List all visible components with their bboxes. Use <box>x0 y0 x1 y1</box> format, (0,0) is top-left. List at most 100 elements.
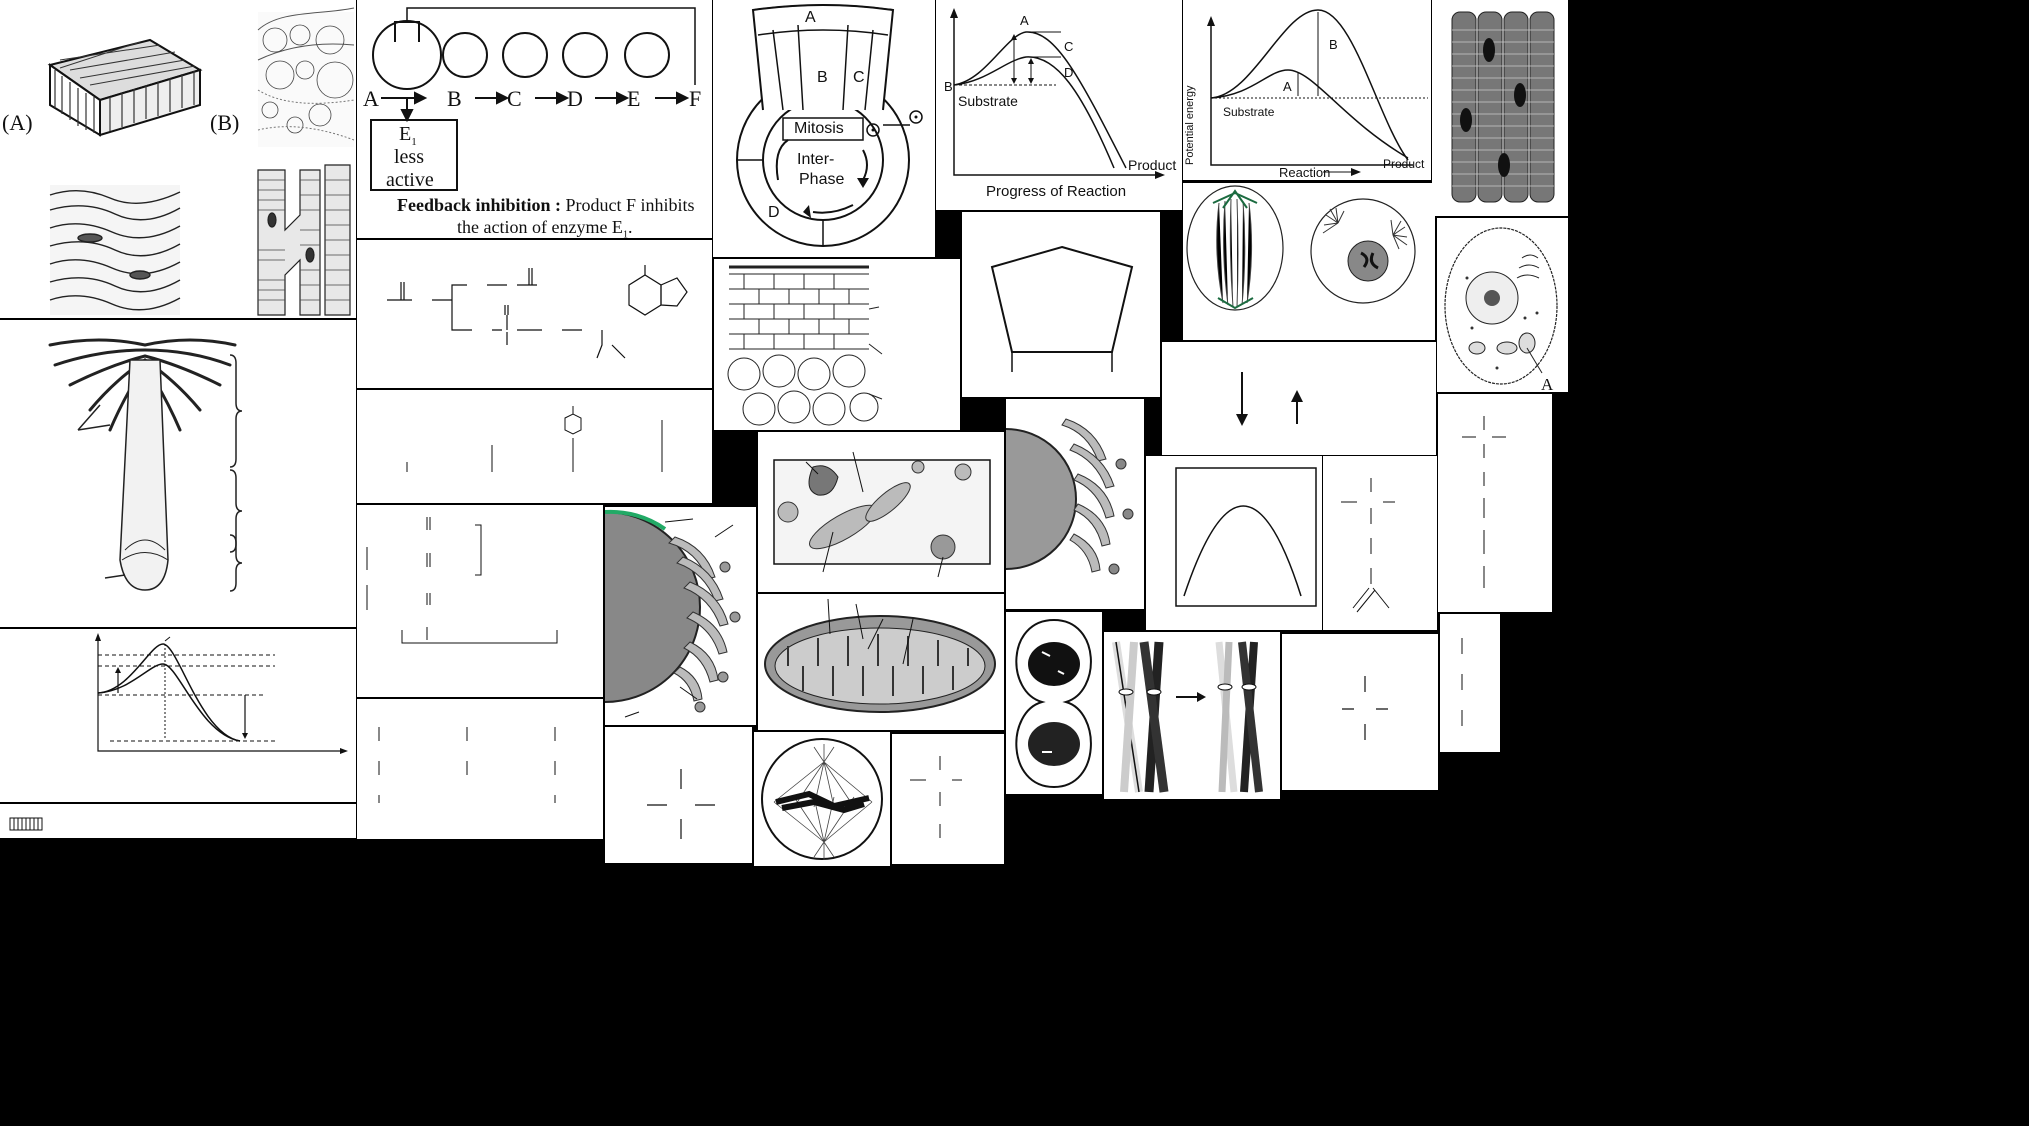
glutamate-bonds <box>1341 478 1395 613</box>
e2-b: B <box>1329 37 1338 52</box>
peptide-bonds <box>406 406 663 472</box>
hexokinase-arrows <box>1236 372 1303 426</box>
crossing-over-drawing <box>1112 641 1263 793</box>
ethanolamine-bonds <box>1461 638 1463 726</box>
energy-graph-2 <box>1207 9 1428 176</box>
e1-product: Product <box>1128 157 1177 173</box>
phospholipid-structure <box>387 265 688 359</box>
lecithin-panel: CH2 − O − C − R1 CH − O − C − R2 CH2 − O… <box>357 505 603 697</box>
mitochondrion-panel: D B A C <box>758 594 1004 730</box>
activation-graph <box>95 633 348 754</box>
serine-panel: NH2 H C COOH CH2 OH <box>892 734 1004 864</box>
cycle-b: B <box>817 69 828 86</box>
inter-label: Inter- <box>797 151 835 168</box>
lysine-panel: NH2 H C COOH CH2 CH2 CH2 CH2 NH2 <box>1438 394 1552 612</box>
feedback-diagram <box>370 7 696 191</box>
metaphase-panel <box>754 732 890 866</box>
animal-cell-panel: A <box>1437 218 1568 392</box>
tissue-a-label: (A) <box>2 110 33 135</box>
root-drawing <box>48 338 243 592</box>
root-regions-panel: Region ofCell Maturation Region ofCell E… <box>0 320 356 627</box>
fig-ab-panel: Fig. A Fig. B <box>1183 183 1435 340</box>
metaphase-drawing <box>761 738 883 860</box>
cardiac-muscle-drawing <box>1451 11 1555 203</box>
bark-drawing <box>727 265 883 426</box>
animal-cell-drawing <box>1444 227 1558 385</box>
activation-energy-panel: activation energy(Ea) of uncatalysedreac… <box>0 629 356 802</box>
e1-d: D <box>1064 65 1074 80</box>
node-d: D <box>567 86 583 111</box>
energy-graph-1-panel: A B C D Substrate Product Progress of Re… <box>936 0 1182 210</box>
bark-layers-panel: Phellem(cork) Phellogen(cork cambium) Ph… <box>714 259 960 430</box>
cycle-c: C <box>853 69 865 86</box>
glycine-bonds <box>647 769 715 839</box>
node-e: E <box>627 86 641 111</box>
inhibitors-bonds <box>378 727 556 803</box>
tissue-drawings <box>47 7 355 316</box>
peptide-panel: -HN-CH-CO-NH-CH-CO-NH-CH-CO-HN-CH-CO- CH… <box>357 390 712 503</box>
lecithin-bonds <box>366 517 558 644</box>
golgi-panel-2 <box>1006 399 1144 609</box>
ribose-ring <box>990 245 1134 372</box>
energy-graph-1 <box>950 8 1165 179</box>
e1-a: A <box>1020 13 1029 28</box>
feedback-caption-2: the action of enzyme E1. <box>457 217 633 238</box>
glycine-panel: NH2 H C H COOH <box>605 727 752 863</box>
tissue-b-label: (B) <box>210 110 240 135</box>
cycle-d: D <box>768 204 780 221</box>
e2-substrate: Substrate <box>1223 105 1275 119</box>
enzyme-label: E1 <box>399 123 417 148</box>
glutamate-panel: NH2 H C COOH CH2 CH2 C O OH <box>1323 456 1437 630</box>
cardiac-muscle-panel <box>1432 0 1568 216</box>
e1-c: C <box>1064 39 1074 54</box>
phase-label: Phase <box>799 171 845 188</box>
energy-graph-2-panel: B A Substrate Product Reaction Potential… <box>1183 0 1431 180</box>
parabola-chart <box>1175 467 1317 607</box>
fig-ab-drawing <box>1186 185 1416 311</box>
node-f: F <box>689 86 702 111</box>
golgi-drawing-2 <box>1006 418 1134 575</box>
node-c: C <box>507 86 522 111</box>
tissue-types-panel: (A) (B) (C) (D) <box>0 0 356 318</box>
phospholipid-adenine-panel: O R R2 NH2 OH N CH CH A B <box>357 240 712 388</box>
organelles-panel: A B C D <box>758 432 1004 592</box>
cell-cycle-panel: A B C D Mitosis Inter- Phase <box>713 0 935 257</box>
node-a: A <box>363 86 379 111</box>
tissue-a-drawing <box>47 38 203 137</box>
e2-xlabel: Reaction <box>1279 165 1331 180</box>
lysine-bonds <box>1462 416 1506 588</box>
ethanolamine-panel: CH₂OH CH₂ CH₂ NH₂ <box>1440 614 1500 752</box>
scale-ruler <box>9 817 43 831</box>
e1-substrate: Substrate <box>958 93 1018 109</box>
e2-product: Product <box>1383 157 1425 171</box>
cycle-a: A <box>805 9 816 26</box>
mitochondrion-drawing <box>764 598 996 713</box>
e2-ylabel: Potential energy <box>1184 85 1196 166</box>
mitosis-label: Mitosis <box>794 120 844 137</box>
e2-a: A <box>1283 79 1292 94</box>
parabola-panel: y-axis x-axis <box>1146 456 1322 630</box>
hexokinase-panel: Glucose + ATP hexokinase inhibits glucos… <box>1162 342 1436 455</box>
less-label: less <box>394 146 424 168</box>
organelles-drawing <box>773 451 991 578</box>
tissue-b-drawing <box>257 7 355 147</box>
alanine-panel: COOH H2N C H CH3 Alanine <box>1282 634 1438 790</box>
cell-cycle-diagram <box>736 4 923 247</box>
scale-strip-panel: 1 2 3 4 5 6 7 2 4 8 16 32 64 128 <box>0 804 356 838</box>
serine-bonds <box>910 756 962 838</box>
alanine-bonds <box>1342 676 1388 740</box>
cell-a: A <box>1541 375 1554 392</box>
telophase-drawing <box>1015 618 1092 789</box>
e1-xlabel: Progress of Reaction <box>986 183 1127 200</box>
feedback-inhibition-panel: A B C D E F E1 less active Feedback inhi… <box>357 0 712 238</box>
golgi-panel-1: C A D B <box>605 507 756 725</box>
golgi-drawing-1 <box>605 509 741 718</box>
inhibitors-panel: COO− CH2 CH2 COO− COO− CH2 COO− COO− C =… <box>357 699 603 839</box>
e1-b: B <box>944 79 953 94</box>
node-b: B <box>447 86 462 111</box>
active-label: active <box>386 169 434 191</box>
telophase-panel <box>1006 612 1102 794</box>
tissue-d-drawing <box>257 164 351 316</box>
tissue-c-drawing <box>49 185 181 315</box>
ribose-panel: HOCH2 O “X” OH OH <box>962 212 1160 397</box>
